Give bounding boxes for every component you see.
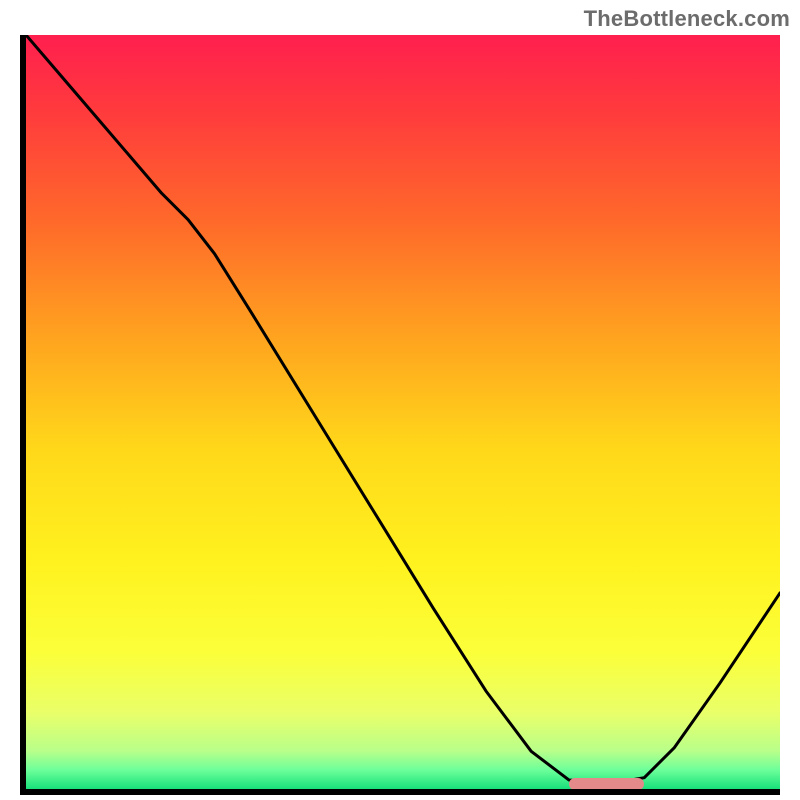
bottleneck-curve bbox=[26, 35, 780, 789]
plot-frame bbox=[20, 35, 780, 795]
watermark-text: TheBottleneck.com bbox=[584, 6, 790, 32]
minimum-marker bbox=[569, 778, 644, 790]
chart-root: { "watermark": "TheBottleneck.com", "wat… bbox=[0, 0, 800, 800]
